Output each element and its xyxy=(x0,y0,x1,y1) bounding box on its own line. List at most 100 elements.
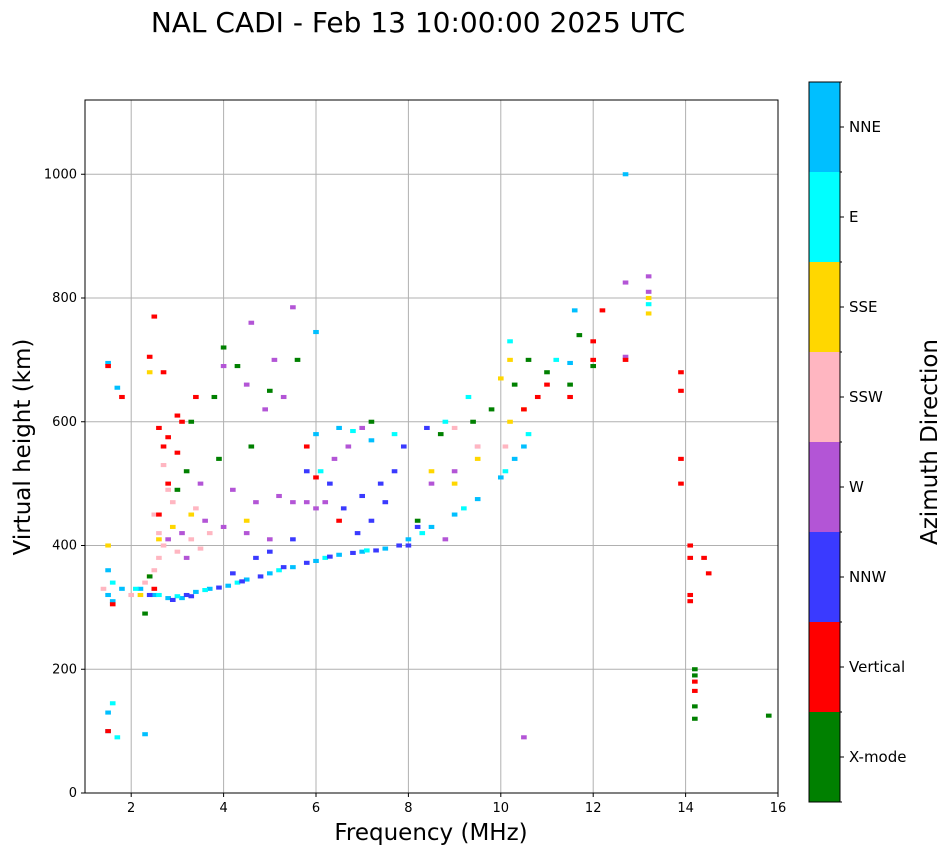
data-point xyxy=(174,549,181,554)
x-tick-label: 12 xyxy=(585,801,602,816)
data-point xyxy=(105,710,111,715)
colorbar-label: NNE xyxy=(849,118,881,136)
data-point xyxy=(243,531,250,536)
data-point xyxy=(128,592,135,598)
y-tick-label: 600 xyxy=(52,415,77,430)
data-point xyxy=(350,428,356,434)
data-point xyxy=(276,568,282,573)
colorbar-segment xyxy=(809,442,840,532)
x-tick-label: 2 xyxy=(127,801,135,816)
data-point xyxy=(253,500,259,505)
data-point xyxy=(137,586,144,591)
data-point xyxy=(313,432,319,437)
data-point xyxy=(234,580,241,585)
data-point xyxy=(465,394,472,400)
data-point xyxy=(169,524,176,529)
colorbar-label: W xyxy=(849,478,864,496)
data-point xyxy=(202,518,208,523)
data-point xyxy=(188,512,195,517)
y-tick-label: 400 xyxy=(52,539,77,554)
data-point xyxy=(160,543,167,548)
data-point xyxy=(146,592,153,598)
data-point xyxy=(497,376,504,381)
data-point xyxy=(678,370,684,375)
data-point xyxy=(521,735,527,740)
y-tick-label: 800 xyxy=(52,291,77,306)
data-point xyxy=(692,704,698,709)
data-point xyxy=(234,364,241,369)
data-point xyxy=(313,506,319,511)
data-point xyxy=(327,554,333,559)
data-point xyxy=(188,594,195,599)
data-point xyxy=(257,574,264,579)
data-point xyxy=(276,493,282,499)
data-point xyxy=(322,500,329,505)
data-point xyxy=(193,394,199,400)
data-point xyxy=(521,407,527,412)
colorbar-segment xyxy=(809,622,840,712)
data-point xyxy=(692,667,698,672)
data-point xyxy=(451,481,458,486)
x-tick-label: 8 xyxy=(404,801,412,816)
data-point xyxy=(322,555,329,560)
x-axis-ticks: 2 4 6 8 10 12 14 16 xyxy=(127,793,786,816)
data-point xyxy=(511,382,518,387)
data-point xyxy=(340,506,347,511)
data-point xyxy=(377,481,384,486)
data-point xyxy=(109,599,116,604)
data-point xyxy=(188,419,195,424)
x-axis-title: Frequency (MHz) xyxy=(334,820,527,846)
data-point xyxy=(151,586,158,591)
data-point xyxy=(470,419,476,424)
data-point xyxy=(461,506,467,511)
data-point xyxy=(368,518,375,523)
data-point xyxy=(151,512,158,517)
colorbar-label: X-mode xyxy=(849,748,906,766)
data-point xyxy=(220,345,227,350)
data-point xyxy=(544,370,550,375)
data-point xyxy=(165,487,171,492)
data-point xyxy=(692,688,698,693)
data-point xyxy=(687,592,694,598)
data-point xyxy=(373,548,379,553)
data-point xyxy=(290,537,296,542)
data-point xyxy=(146,574,153,579)
data-point xyxy=(253,555,259,560)
data-point xyxy=(391,469,398,474)
data-point xyxy=(622,354,629,359)
data-point xyxy=(114,735,121,740)
data-point xyxy=(197,546,204,551)
data-point xyxy=(571,308,578,313)
data-point xyxy=(197,481,204,486)
x-tick-label: 4 xyxy=(219,801,227,816)
colorbar-segment xyxy=(809,172,840,262)
colorbar-segment xyxy=(809,352,840,442)
series-e xyxy=(109,302,652,740)
series-vertical xyxy=(105,308,712,734)
data-point xyxy=(280,394,287,400)
data-point xyxy=(266,537,273,542)
data-point xyxy=(645,295,652,301)
data-point xyxy=(109,602,116,607)
data-point xyxy=(424,425,430,430)
data-point xyxy=(206,531,213,536)
data-point xyxy=(687,555,694,560)
data-point xyxy=(488,407,495,412)
data-point xyxy=(266,388,273,393)
series-ssw xyxy=(100,425,509,598)
data-point xyxy=(544,382,550,387)
data-point xyxy=(622,172,629,177)
data-point xyxy=(350,550,356,555)
data-point xyxy=(105,364,111,369)
data-point xyxy=(428,469,435,474)
data-point xyxy=(451,512,458,517)
data-point xyxy=(239,579,245,584)
data-point xyxy=(359,425,366,430)
data-point xyxy=(165,596,171,601)
data-point xyxy=(414,524,421,529)
data-point xyxy=(142,580,148,585)
x-tick-label: 6 xyxy=(312,801,320,816)
data-point xyxy=(567,394,573,400)
data-point xyxy=(179,596,185,601)
